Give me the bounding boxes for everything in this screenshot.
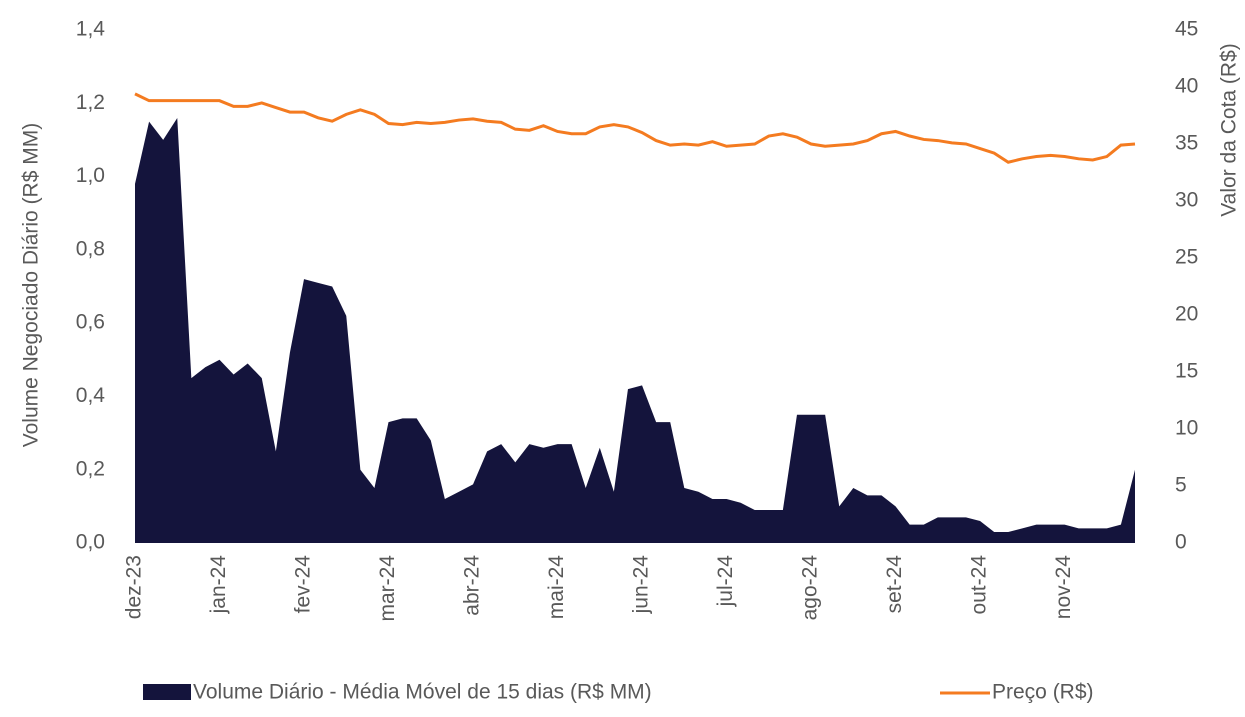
y-axis-title: Volume Negociado Diário (R$ MM) (20, 123, 43, 447)
x-tick-label: nov-24 (1052, 555, 1075, 620)
y2-tick-label: 5 (1175, 474, 1187, 497)
y2-tick-label: 10 (1175, 417, 1198, 440)
y2-tick-label: 40 (1175, 75, 1198, 98)
y2-tick-label: 20 (1175, 303, 1198, 326)
legend-swatch (143, 684, 191, 700)
y-tick-label: 1,0 (76, 164, 105, 187)
legend-label: Preço (R$) (992, 681, 1094, 704)
y2-tick-label: 15 (1175, 360, 1198, 383)
x-tick-label: ago-24 (799, 555, 822, 621)
y2-tick-label: 0 (1175, 531, 1187, 554)
y-tick-label: 0,2 (76, 457, 105, 480)
y2-axis-title: Valor da Cota (R$) (1218, 43, 1241, 217)
x-tick-label: set-24 (883, 555, 906, 614)
x-tick-label: fev-24 (292, 555, 315, 614)
x-tick-label: abr-24 (461, 555, 484, 616)
x-tick-label: mai-24 (545, 555, 568, 620)
x-tick-label: mar-24 (376, 555, 399, 622)
volume-area (135, 117, 1135, 543)
x-tick-label: jan-24 (207, 555, 230, 615)
y-tick-label: 0,4 (76, 384, 106, 407)
price-line (134, 92, 1136, 164)
x-tick-label: dez-23 (123, 555, 146, 619)
y-tick-label: 1,2 (76, 91, 105, 114)
y-tick-label: 1,4 (76, 18, 106, 41)
y-tick-label: 0,8 (76, 237, 105, 260)
x-tick-label: jun-24 (630, 555, 653, 615)
x-tick-label: jul-24 (714, 555, 737, 608)
y2-tick-label: 25 (1175, 246, 1198, 269)
y2-tick-label: 35 (1175, 132, 1198, 155)
y-tick-label: 0,6 (76, 311, 105, 334)
y-tick-label: 0,0 (76, 531, 105, 554)
legend-label: Volume Diário - Média Móvel de 15 dias (… (193, 681, 652, 704)
y2-tick-label: 30 (1175, 189, 1198, 212)
x-tick-label: out-24 (968, 555, 991, 615)
y2-tick-label: 45 (1175, 18, 1198, 41)
